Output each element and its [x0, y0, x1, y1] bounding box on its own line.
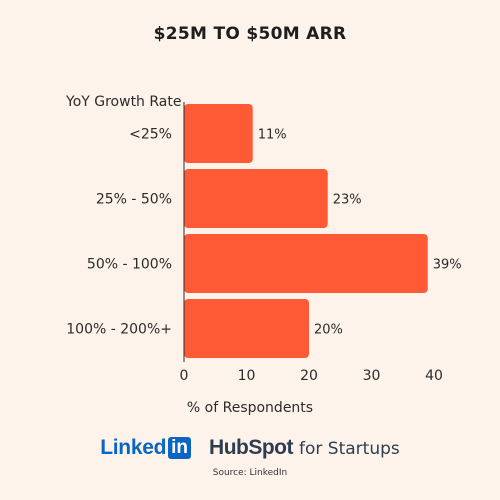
linkedin-logo: Linked in [100, 436, 192, 460]
category-label: 100% - 200%+ [66, 322, 172, 338]
hubspot-logo-text: HubSpot [209, 436, 294, 459]
data-label: 20% [314, 323, 343, 338]
y-axis-title: YoY Growth Rate [66, 94, 182, 110]
chart-title: $25M TO $50M ARR [153, 24, 347, 44]
source-note: Source: LinkedIn [212, 468, 288, 478]
data-label: 11% [258, 128, 287, 143]
bar [184, 104, 253, 163]
linkedin-logo-text: Linked [100, 436, 167, 459]
x-tick-label: 10 [238, 368, 256, 384]
x-tick-label: 30 [363, 368, 381, 384]
bar [184, 299, 309, 358]
category-label: 50% - 100% [87, 257, 172, 273]
bar [184, 169, 328, 228]
data-label: 39% [433, 258, 462, 273]
x-axis-title: % of Respondents [186, 400, 314, 416]
bar [184, 234, 428, 293]
x-tick-label: 0 [180, 368, 189, 384]
x-tick-label: 40 [425, 368, 443, 384]
data-label: 23% [333, 193, 362, 208]
hubspot-for-startups-logo: HubSpot for Startups [209, 436, 400, 460]
x-tick-label: 20 [300, 368, 318, 384]
category-label: <25% [129, 127, 172, 143]
category-label: 25% - 50% [96, 192, 172, 208]
for-startups-text: for Startups [299, 439, 400, 459]
linkedin-logo-box: in [168, 437, 192, 459]
sponsor-logos: Linked in HubSpot for Startups [0, 436, 500, 460]
